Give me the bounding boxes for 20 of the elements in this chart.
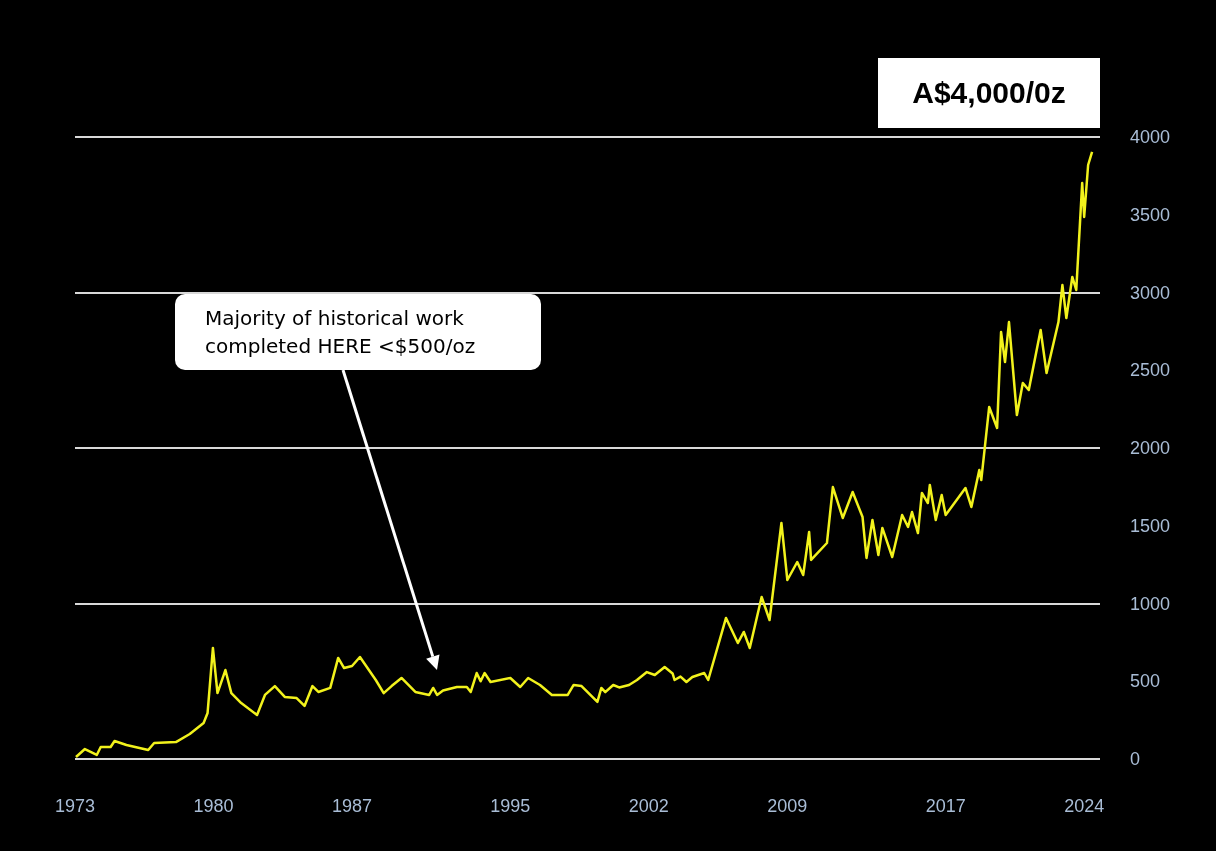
y-tick-label: 2000 (1130, 438, 1171, 458)
x-tick-label: 1980 (193, 796, 234, 816)
y-tick-label: 3000 (1130, 282, 1171, 303)
x-tick-label: 1987 (332, 796, 373, 816)
y-tick-label: 1000 (1130, 593, 1171, 614)
line-series (74, 150, 1094, 759)
label-box: A$4,000/0z (878, 58, 1100, 128)
y-tick-label: 1500 (1130, 515, 1171, 536)
x-tick-label: 1995 (490, 796, 531, 816)
y-tick-label: 2500 (1130, 360, 1171, 381)
callout-box: Majority of historical work completed HERE <$500/oz (175, 294, 541, 370)
x-tick-label: 2002 (628, 796, 669, 816)
x-tick-label: 1973 (54, 796, 96, 816)
x-tick-label: 2017 (925, 796, 966, 816)
y-tick-label: 500 (1130, 671, 1161, 692)
x-tick-label: 2009 (767, 796, 808, 816)
y-tick-label: 0 (1130, 749, 1141, 769)
x-tick-label: 2024 (1064, 796, 1105, 816)
y-tick-label: 3500 (1130, 204, 1171, 225)
y-tick-label: 4000 (1130, 127, 1171, 147)
